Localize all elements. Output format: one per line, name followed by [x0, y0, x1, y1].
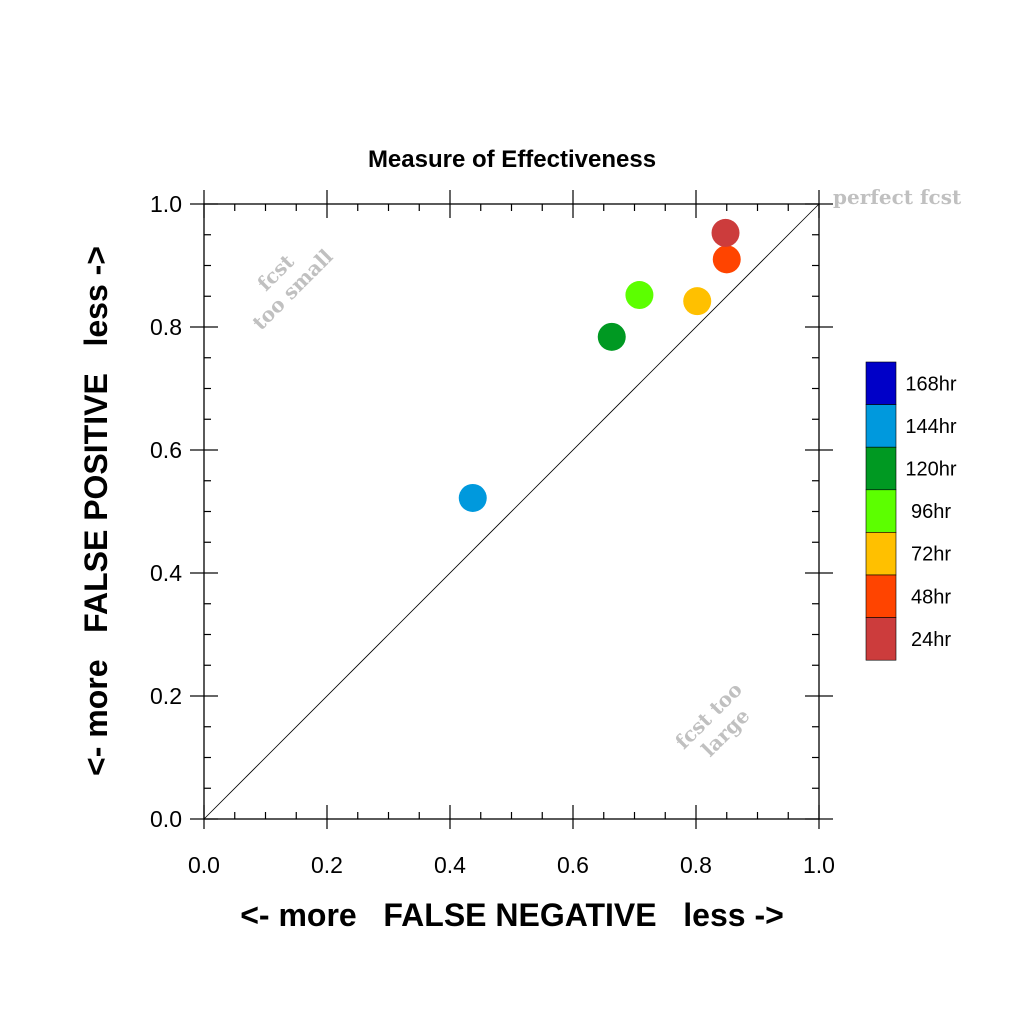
y-tick-label: 0.2 — [150, 683, 182, 709]
point-72hr — [683, 287, 712, 316]
point-48hr — [712, 245, 741, 274]
legend: 168hr 144hr 120hr 96hr 72hr 48hr 24hr — [865, 361, 957, 661]
point-120hr — [597, 322, 626, 351]
x-tick-label: 0.2 — [311, 852, 343, 878]
legend-label-120hr: 120hr — [905, 459, 956, 481]
chart-title: Measure of Effectiveness — [368, 146, 656, 173]
legend-label-48hr: 48hr — [911, 586, 951, 608]
y-tick-label: 0.6 — [150, 437, 182, 463]
legend-swatch-96hr — [865, 489, 897, 533]
legend-swatch-144hr — [865, 404, 897, 448]
x-axis-label: <- more FALSE NEGATIVE less -> — [240, 897, 784, 933]
y-tick-label: 1.0 — [150, 191, 182, 217]
legend-label-144hr: 144hr — [905, 416, 956, 438]
x-tick-label: 0.8 — [680, 852, 712, 878]
legend-label-24hr: 24hr — [911, 629, 951, 651]
legend-swatch-120hr — [865, 446, 897, 491]
legend-label-96hr: 96hr — [911, 501, 951, 523]
x-tick-label: 0.4 — [434, 852, 466, 878]
too-small-line-2: too small — [247, 244, 337, 334]
axis-ticks — [190, 190, 833, 829]
fcst-too-small-annotation: fcst too small — [247, 244, 337, 334]
axis-tick-labels: 0.0 0.2 0.4 0.6 0.8 1.0 0.0 0.2 0.4 0.6 0.8 1.0 — [150, 191, 835, 878]
legend-swatch-72hr — [865, 532, 897, 576]
scatter-points — [458, 218, 741, 512]
perfect-fcst-annotation: perfect fcst — [833, 185, 962, 209]
legend-swatch-24hr — [865, 617, 897, 661]
legend-swatch-48hr — [865, 574, 897, 618]
y-tick-label: 0.0 — [150, 806, 182, 832]
x-tick-label: 1.0 — [803, 852, 835, 878]
point-24hr — [711, 218, 740, 247]
x-tick-label: 0.0 — [188, 852, 220, 878]
legend-label-72hr: 72hr — [911, 544, 951, 566]
fcst-too-large-annotation: fcst too large — [670, 677, 754, 761]
legend-swatch-168hr — [865, 361, 897, 405]
point-144hr — [458, 483, 487, 512]
x-tick-label: 0.6 — [557, 852, 589, 878]
y-tick-label: 0.4 — [150, 560, 182, 586]
perfect-forecast-diagonal — [203, 203, 820, 820]
y-tick-label: 0.8 — [150, 314, 182, 340]
point-96hr — [625, 281, 654, 310]
y-axis-label: <- more FALSE POSITIVE less -> — [78, 246, 114, 776]
legend-label-168hr: 168hr — [905, 373, 956, 395]
